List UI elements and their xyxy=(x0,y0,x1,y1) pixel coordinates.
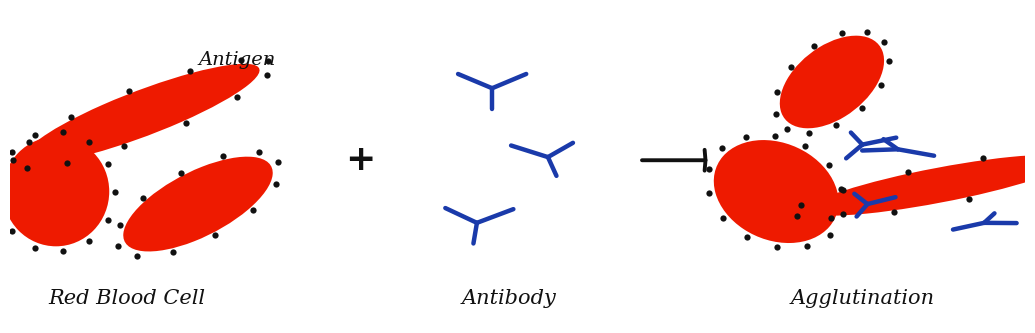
Ellipse shape xyxy=(3,137,110,246)
Text: +: + xyxy=(345,143,376,177)
Ellipse shape xyxy=(779,36,884,128)
Text: Red Blood Cell: Red Blood Cell xyxy=(49,289,206,308)
Text: Antigen: Antigen xyxy=(198,51,275,69)
Ellipse shape xyxy=(123,157,273,251)
Ellipse shape xyxy=(714,140,838,243)
Ellipse shape xyxy=(25,64,260,163)
Ellipse shape xyxy=(806,155,1035,216)
Text: Antibody: Antibody xyxy=(462,289,557,308)
Text: Agglutination: Agglutination xyxy=(791,289,935,308)
